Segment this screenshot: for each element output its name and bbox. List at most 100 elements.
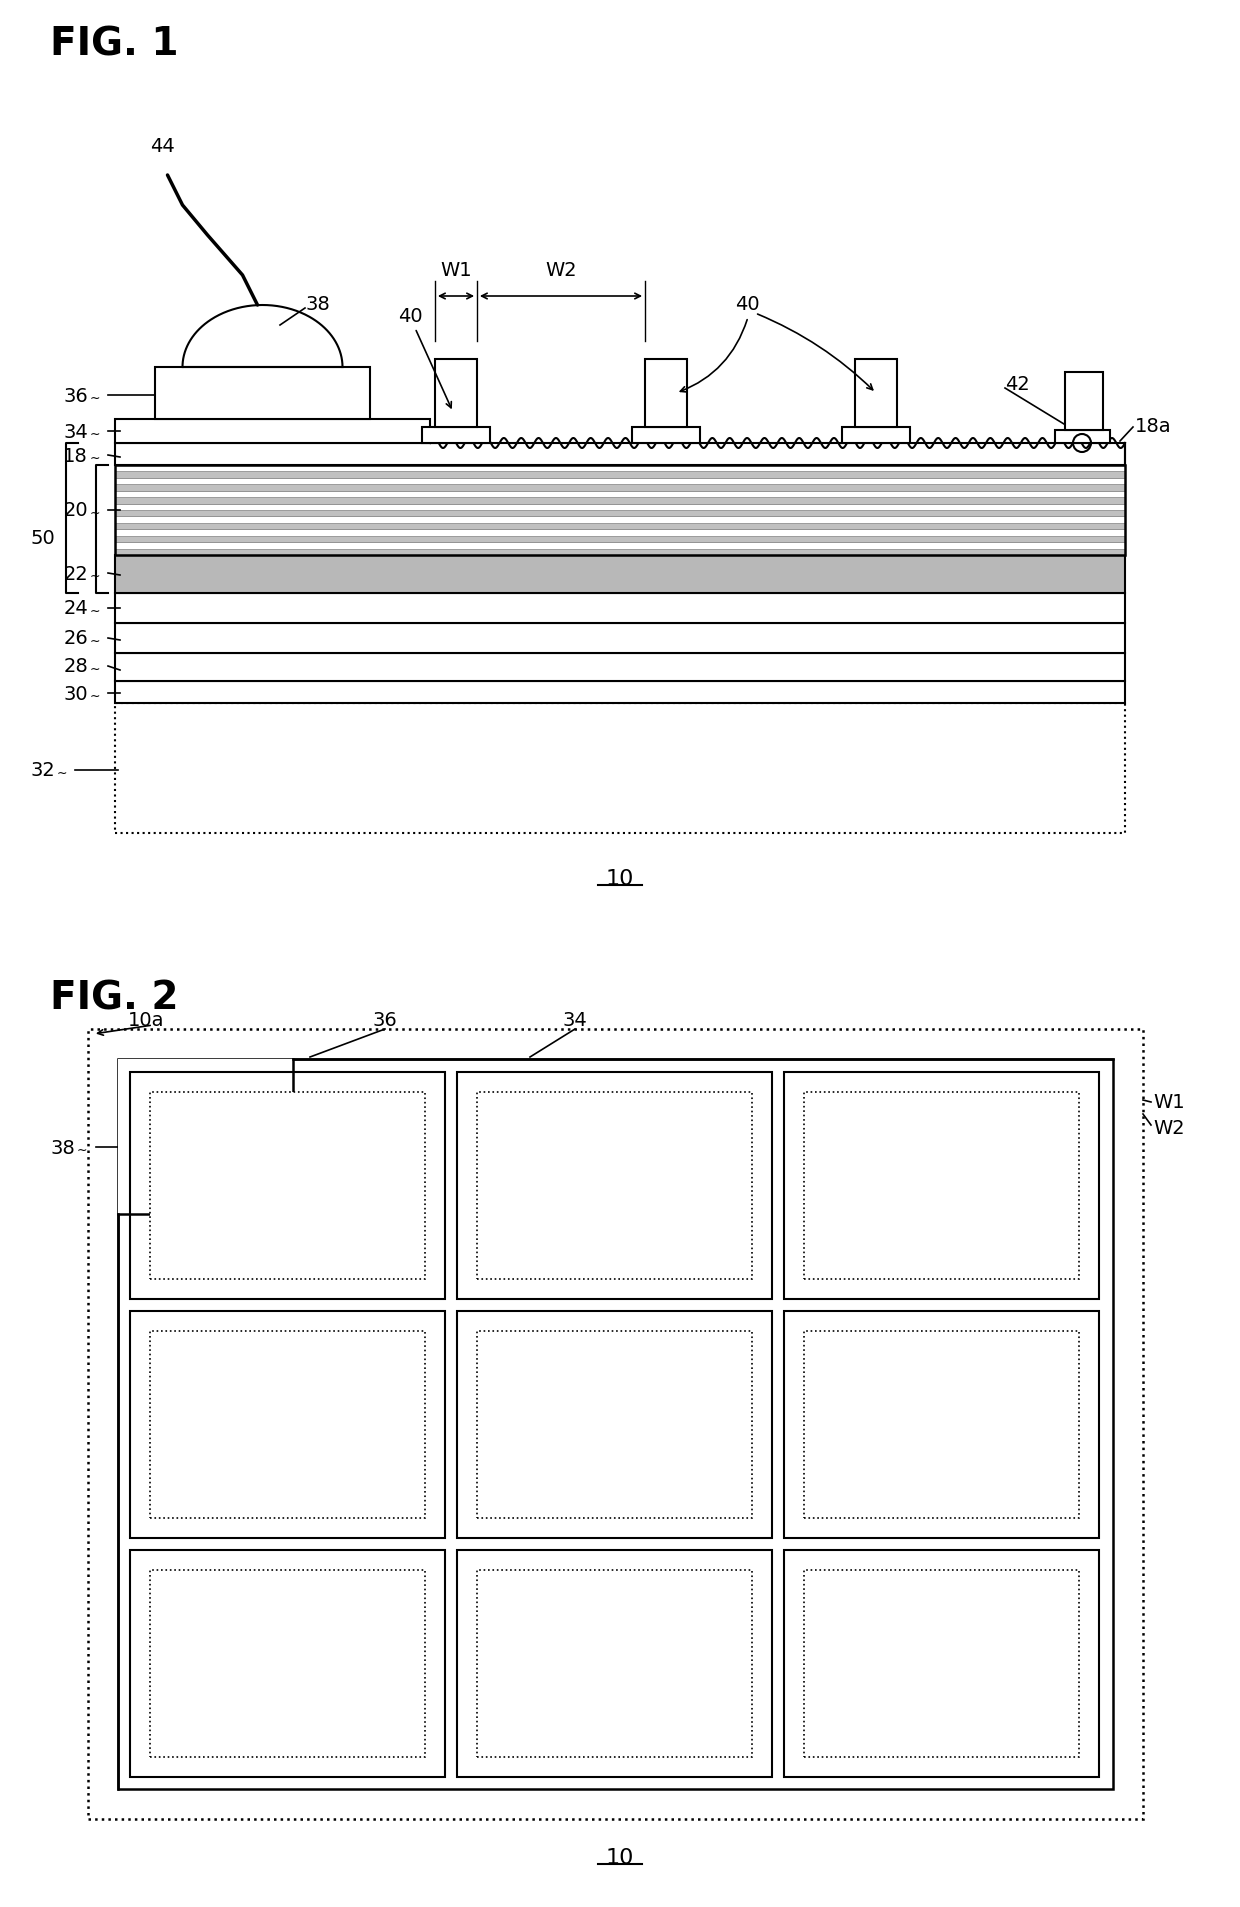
Bar (115, 444, 1125, 465)
Bar (115, 479, 1125, 484)
Text: ∼: ∼ (91, 391, 100, 404)
Text: W1: W1 (440, 261, 471, 280)
Text: 40: 40 (398, 307, 423, 326)
Text: 40: 40 (290, 1693, 314, 1712)
Bar (118, 1060, 1114, 1789)
Text: ∼: ∼ (91, 605, 100, 618)
Text: 38: 38 (305, 294, 330, 313)
Bar (115, 624, 1125, 654)
Text: 24: 24 (63, 599, 88, 618)
Bar (458, 1312, 773, 1539)
Text: 40: 40 (735, 294, 760, 313)
Bar (155, 368, 370, 420)
Bar (88, 1030, 1143, 1819)
Bar (804, 1331, 1079, 1518)
Bar (115, 498, 1125, 503)
Text: 40: 40 (944, 1215, 968, 1234)
Bar (477, 1569, 751, 1756)
Text: ∼: ∼ (91, 452, 100, 463)
Bar (784, 1312, 1099, 1539)
Text: ∼: ∼ (91, 568, 100, 582)
Bar (1055, 431, 1110, 444)
Bar (1065, 372, 1104, 431)
Text: 22: 22 (63, 564, 88, 584)
Text: 40: 40 (944, 1453, 968, 1472)
Bar (118, 1060, 293, 1215)
Text: ∼: ∼ (91, 505, 100, 519)
Text: 40: 40 (616, 1453, 641, 1472)
Text: 32: 32 (30, 761, 55, 780)
Bar (115, 654, 1125, 681)
Bar (458, 1072, 773, 1299)
Bar (115, 681, 1125, 704)
Bar (804, 1093, 1079, 1280)
Bar (784, 1072, 1099, 1299)
Bar (477, 1331, 751, 1518)
Text: 20: 20 (63, 502, 88, 521)
Text: 44: 44 (150, 137, 175, 156)
Text: ∼: ∼ (91, 635, 100, 646)
Bar (477, 1093, 751, 1280)
Bar (115, 555, 1125, 593)
Text: 40: 40 (944, 1693, 968, 1712)
Text: 40: 40 (290, 1215, 314, 1234)
Bar (150, 1093, 425, 1280)
Text: 36: 36 (373, 1011, 397, 1030)
Text: W1: W1 (1153, 1093, 1184, 1112)
Text: 26: 26 (63, 629, 88, 648)
Bar (856, 360, 897, 427)
Text: 10: 10 (606, 1848, 634, 1867)
Text: 40: 40 (290, 1453, 314, 1472)
Bar (115, 524, 1125, 530)
Bar (130, 1312, 445, 1539)
Bar (115, 549, 1125, 555)
Text: 10: 10 (606, 868, 634, 889)
Text: FIG. 1: FIG. 1 (50, 27, 179, 65)
Bar (115, 536, 1125, 543)
Bar (435, 360, 477, 427)
Bar (150, 1569, 425, 1756)
Text: FIG. 2: FIG. 2 (50, 980, 179, 1018)
Bar (115, 543, 1125, 549)
Text: ∼: ∼ (91, 688, 100, 702)
Bar (645, 360, 687, 427)
Bar (150, 1331, 425, 1518)
Text: 36: 36 (63, 387, 88, 406)
Bar (115, 492, 1125, 498)
Text: 28: 28 (63, 658, 88, 677)
Bar (632, 427, 701, 444)
Bar (115, 530, 1125, 536)
Text: 18: 18 (63, 446, 88, 465)
Text: ∼: ∼ (91, 427, 100, 441)
Bar (115, 593, 1125, 624)
Text: 34: 34 (63, 421, 88, 441)
Text: W2: W2 (1153, 1118, 1184, 1137)
Text: 30: 30 (63, 685, 88, 704)
Bar (130, 1550, 445, 1777)
Text: ∼: ∼ (91, 662, 100, 675)
Text: 42: 42 (1004, 374, 1029, 393)
Text: 18a: 18a (1135, 416, 1172, 435)
Text: 38: 38 (51, 1138, 74, 1158)
Bar (115, 473, 1125, 479)
Bar (115, 465, 1125, 555)
Bar (458, 1550, 773, 1777)
Bar (804, 1569, 1079, 1756)
Bar (842, 427, 910, 444)
Bar (115, 517, 1125, 524)
Text: ∼: ∼ (57, 767, 67, 780)
Bar (115, 511, 1125, 517)
Text: 10a: 10a (128, 1011, 165, 1030)
Bar (784, 1550, 1099, 1777)
Bar (115, 420, 430, 444)
Text: ∼: ∼ (77, 1142, 88, 1156)
Text: 40: 40 (616, 1693, 641, 1712)
Bar (115, 503, 1125, 511)
Text: 40: 40 (616, 1215, 641, 1234)
Bar (115, 465, 1125, 473)
Text: W2: W2 (546, 261, 577, 280)
Bar (422, 427, 490, 444)
Bar (115, 484, 1125, 492)
Text: 34: 34 (563, 1011, 588, 1030)
Bar (115, 704, 1125, 833)
